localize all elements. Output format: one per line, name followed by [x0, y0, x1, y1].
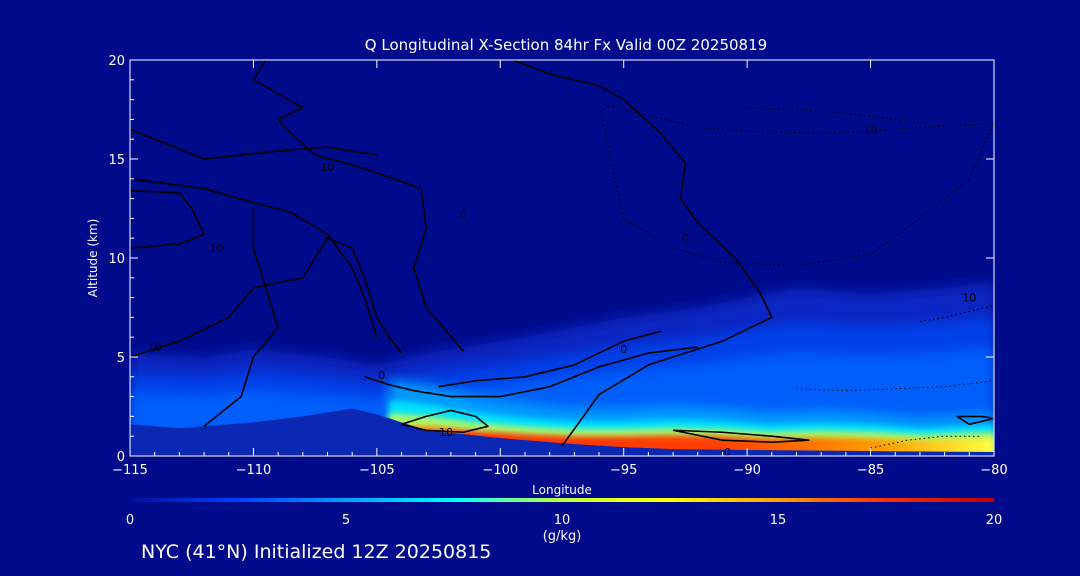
- solid-contours: [130, 60, 994, 447]
- solid-contour-5: [203, 208, 279, 427]
- contour-label-5: 10: [864, 123, 878, 136]
- solid-contour-6: [364, 346, 698, 398]
- contour-label-9: 10: [439, 426, 453, 439]
- contour-labels: 10 10 10 0 0 10 10 0 0 10 0: [148, 123, 977, 459]
- contour-label-3: 0: [460, 208, 467, 221]
- x-axis-label: Longitude: [532, 483, 592, 497]
- x-tick-label-0: −115: [112, 463, 148, 478]
- solid-contour-8: [512, 60, 773, 447]
- footer-caption: NYC (41°N) Initialized 12Z 20250815: [141, 541, 492, 563]
- chart-title: Q Longitudinal X-Section 84hr Fx Valid 0…: [365, 36, 767, 54]
- colorbar: [130, 498, 994, 502]
- solid-contour-7: [438, 330, 661, 388]
- x-tick-label-1: −110: [236, 463, 272, 478]
- solid-contour-2: [130, 178, 378, 338]
- colorbar-tick-label-0: 0: [126, 513, 134, 528]
- y-tick-label-0: 0: [117, 450, 125, 465]
- dotted-contour-0: [598, 103, 994, 267]
- y-axis: 0 5 10 15 20: [108, 54, 994, 465]
- x-tick-label-5: −90: [733, 463, 760, 478]
- y-tick-label-3: 15: [108, 153, 125, 168]
- contour-label-7: 0: [620, 343, 627, 356]
- solid-contour-3: [130, 189, 205, 249]
- solid-contour-4: [130, 237, 403, 358]
- y-axis-label: Altitude (km): [86, 219, 100, 298]
- terrain-shape: [130, 408, 994, 456]
- colorbar-tick-label-2: 10: [554, 513, 571, 528]
- contour-label-6: 10: [962, 292, 976, 305]
- colorbar-tick-label-3: 15: [770, 513, 787, 528]
- colorbar-label: (g/kg): [543, 529, 582, 544]
- colorbar-tick-label-1: 5: [342, 513, 350, 528]
- dotted-contour-3: [796, 380, 994, 392]
- x-tick-label-3: −100: [482, 463, 518, 478]
- solid-contour-9: [401, 409, 489, 434]
- y-tick-label-1: 5: [117, 351, 125, 366]
- solid-contour-10: [672, 429, 810, 443]
- contour-label-8: 0: [378, 369, 385, 382]
- y-tick-label-4: 20: [108, 54, 125, 69]
- contour-label-1: 10: [209, 242, 223, 255]
- plot-area: 10 10 10 0 0 10 10 0 0 10 0: [130, 60, 994, 459]
- x-axis: −115 −110 −105 −100 −95 −90 −85 −80: [112, 60, 1008, 478]
- x-tick-label-4: −95: [610, 463, 637, 478]
- solid-contour-0: [252, 60, 464, 352]
- x-tick-label-2: −105: [359, 463, 395, 478]
- dotted-contour-2: [919, 305, 994, 322]
- dotted-contour-4: [870, 435, 982, 449]
- colorbar-ticks: 0 5 10 15 20: [126, 513, 1002, 528]
- contour-label-0: 10: [320, 161, 334, 174]
- contour-label-2: 10: [148, 341, 162, 354]
- x-tick-label-6: −85: [857, 463, 884, 478]
- contour-label-4: 0: [682, 232, 689, 245]
- dotted-contours: [598, 103, 994, 449]
- y-tick-label-2: 10: [108, 252, 125, 267]
- dotted-contour-1: [747, 107, 921, 124]
- solid-contour-11: [956, 415, 994, 426]
- contour-label-10: 0: [724, 446, 731, 459]
- x-tick-label-7: −80: [980, 463, 1007, 478]
- colorbar-tick-label-4: 20: [986, 513, 1003, 528]
- solid-contour-1: [130, 128, 377, 160]
